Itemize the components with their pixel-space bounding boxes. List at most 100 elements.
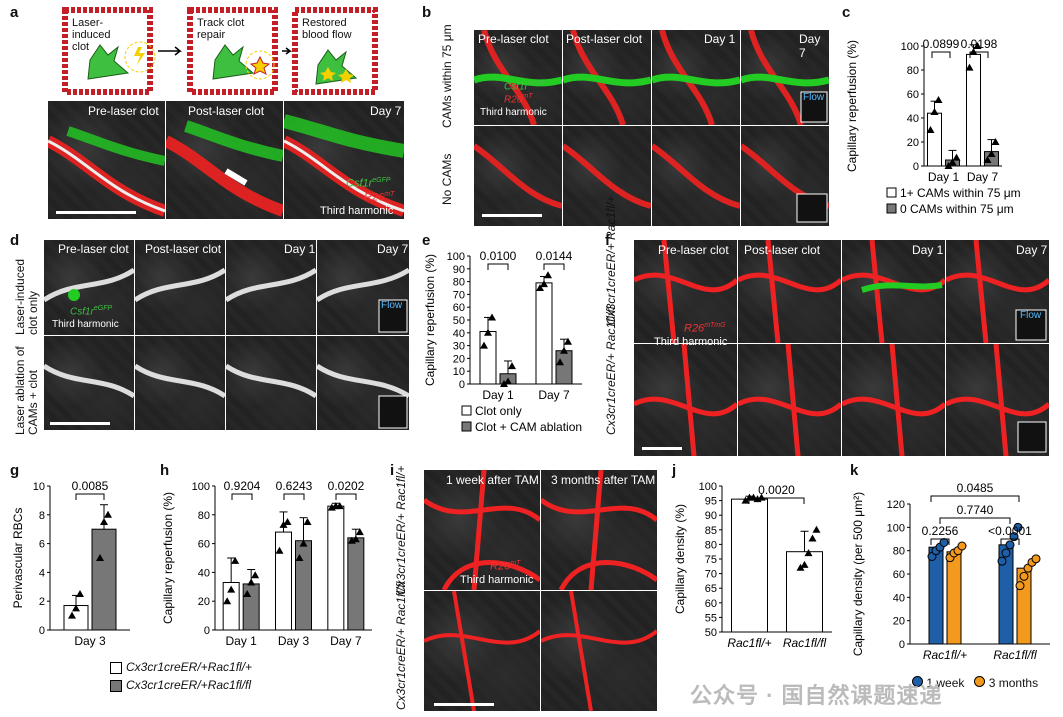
panel-h-label: h bbox=[160, 462, 170, 479]
y-tick-label: 6 bbox=[39, 539, 45, 551]
legend-csf1r: Csf1reGFP bbox=[346, 177, 391, 190]
micrograph-b-3: Day 1 bbox=[652, 30, 740, 125]
data-point bbox=[484, 328, 492, 336]
x-tick-label: Day 7 bbox=[330, 634, 362, 648]
gh-legend: Cx3cr1creER/+Rac1fl/+ Cx3cr1creER/+Rac1f… bbox=[110, 658, 252, 694]
y-tick-label: 80 bbox=[453, 277, 465, 289]
y-tick-label: 0 bbox=[913, 161, 919, 173]
y-tick-label: 55 bbox=[705, 612, 717, 624]
x-tick-label: Rac1fl/+ bbox=[727, 636, 771, 650]
data-point bbox=[299, 539, 308, 547]
micrograph-d-3: Day 1 bbox=[226, 240, 316, 335]
y-tick-label: 70 bbox=[705, 569, 717, 581]
panel-d-title-3: Day 1 bbox=[284, 242, 316, 256]
y-tick-label: 50 bbox=[705, 627, 717, 639]
legend-swatch-blue bbox=[912, 676, 923, 687]
data-point bbox=[1013, 522, 1023, 532]
row-label-rac1-het: Cx3cr1creER/+ Rac1fl/+ bbox=[604, 195, 618, 325]
significance-bracket bbox=[939, 517, 1011, 524]
bar bbox=[327, 505, 345, 631]
data-point bbox=[741, 496, 750, 504]
data-point bbox=[1015, 581, 1025, 591]
data-point bbox=[1005, 540, 1015, 550]
bar bbox=[295, 540, 312, 631]
legend-csf1r: Csf1reGFP bbox=[70, 305, 113, 318]
legend-third-harmonic: Third harmonic bbox=[460, 574, 534, 586]
panel-f-label: f bbox=[605, 232, 610, 249]
legend-r26: R26mT bbox=[364, 191, 395, 204]
y-tick-label: 100 bbox=[887, 522, 905, 534]
y-tick-label: 50 bbox=[453, 315, 465, 327]
data-point bbox=[68, 611, 76, 619]
x-tick-label: Day 7 bbox=[538, 388, 570, 402]
scale-bar bbox=[50, 422, 110, 425]
y-tick-label: 120 bbox=[887, 499, 905, 511]
bar bbox=[555, 350, 573, 385]
data-point bbox=[804, 549, 813, 557]
data-point bbox=[796, 563, 805, 571]
data-point bbox=[952, 153, 961, 161]
p-value-label: 0.6243 bbox=[276, 479, 313, 493]
x-tick-label: Day 1 bbox=[225, 634, 257, 648]
y-tick-label: 90 bbox=[453, 264, 465, 276]
y-axis-label: Capillary reperfusion (%) bbox=[161, 492, 175, 624]
data-point bbox=[560, 346, 568, 354]
scale-bar bbox=[56, 211, 136, 214]
micrograph-a-2: Post-laser clot bbox=[166, 101, 283, 219]
y-tick-label: 10 bbox=[33, 481, 45, 493]
step-3-label: Restored blood flow bbox=[302, 17, 352, 41]
legend-swatch bbox=[461, 405, 472, 416]
data-point bbox=[812, 525, 821, 533]
micrograph-d-1: Pre-laser clot Csf1reGFP Third harmonic bbox=[44, 240, 134, 335]
data-point bbox=[508, 362, 516, 370]
panel-d-title-1: Pre-laser clot bbox=[58, 242, 129, 256]
x-tick-label: Rac1fl/fl bbox=[783, 636, 827, 650]
data-point bbox=[540, 280, 548, 288]
data-point bbox=[1001, 548, 1011, 558]
x-tick-label: Day 3 bbox=[74, 634, 106, 648]
y-tick-label: 4 bbox=[39, 567, 45, 579]
micrograph-b-6 bbox=[563, 126, 651, 226]
data-point bbox=[76, 590, 84, 597]
row-label-ablation: Laser ablation of CAMs + clot bbox=[13, 346, 40, 435]
y-tick-label: 0 bbox=[204, 625, 210, 637]
legend-r26: R26mT bbox=[504, 93, 533, 106]
micrograph-b-4: Day 7 Flow bbox=[741, 30, 829, 125]
x-tick-label: Day 1 bbox=[482, 388, 514, 402]
y-tick-label: 40 bbox=[453, 328, 465, 340]
legend-item-ko: Cx3cr1creER/+Rac1fl/fl bbox=[110, 676, 252, 694]
p-value-label: 0.0144 bbox=[536, 249, 573, 263]
chart-g: 0 2 4 6 8 10 Perivascular RBCs Day 3 0.0085 bbox=[11, 479, 130, 648]
significance-bracket bbox=[543, 263, 565, 270]
x-tick-label: Rac1fl/fl bbox=[993, 648, 1037, 662]
y-tick-label: 60 bbox=[198, 539, 210, 551]
legend-swatch bbox=[461, 421, 472, 432]
data-point bbox=[536, 284, 544, 291]
data-point bbox=[283, 518, 292, 525]
p-value-label: 0.0485 bbox=[957, 481, 994, 495]
micrograph-b-2: Post-laser clot bbox=[563, 30, 651, 125]
flow-label: Flow bbox=[381, 300, 403, 311]
y-tick-label: 8 bbox=[39, 510, 45, 522]
data-point bbox=[504, 377, 512, 385]
data-point bbox=[303, 518, 312, 525]
y-axis-label: Capillary density (%) bbox=[673, 504, 687, 614]
data-point bbox=[231, 556, 240, 564]
y-tick-label: 40 bbox=[198, 567, 210, 579]
legend-third-harmonic: Third harmonic bbox=[480, 107, 547, 118]
y-tick-label: 100 bbox=[699, 481, 717, 493]
legend-swatch bbox=[886, 203, 897, 214]
p-value-label: 0.7740 bbox=[957, 503, 994, 517]
bar bbox=[275, 531, 292, 631]
legend-label: 1+ CAMs within 75 μm bbox=[900, 186, 1021, 200]
data-point bbox=[243, 590, 252, 597]
panel-j-label: j bbox=[672, 462, 677, 479]
significance-bracket bbox=[931, 51, 951, 58]
panel-k-label: k bbox=[850, 462, 859, 479]
legend-label: Clot only bbox=[475, 404, 522, 418]
y-tick-label: 85 bbox=[705, 525, 717, 537]
significance-bracket bbox=[930, 495, 1020, 502]
bar bbox=[928, 546, 944, 645]
bar bbox=[91, 528, 117, 631]
